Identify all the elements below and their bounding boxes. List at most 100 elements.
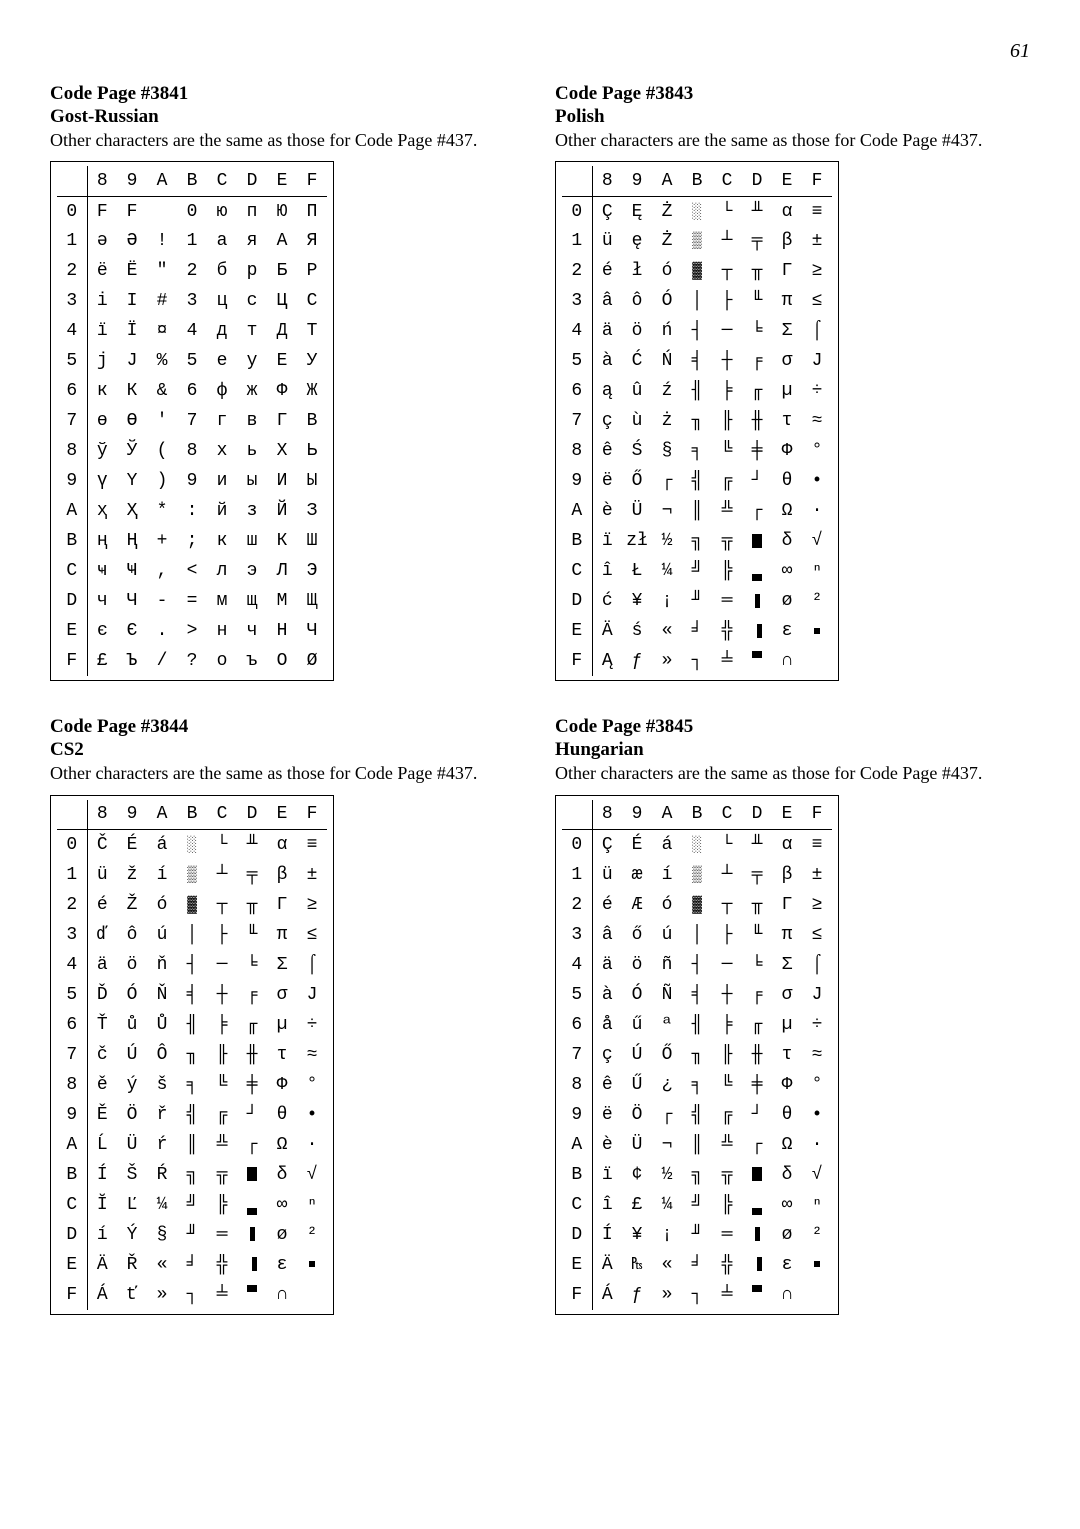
char-cell: Ъ bbox=[117, 646, 147, 676]
codepage-title: Code Page #3841 bbox=[50, 83, 525, 105]
codepage-table: 89ABCDEF0ČÉá░└╨α≡1üží▒┴╤β±2éŽó▓┬╥Γ≥3ďôú│… bbox=[57, 800, 327, 1310]
row-header: 7 bbox=[562, 1040, 592, 1070]
char-cell: Ĭ bbox=[87, 1190, 117, 1220]
char-cell: θ bbox=[772, 466, 802, 496]
char-cell: J bbox=[802, 980, 832, 1010]
char-cell: ▒ bbox=[682, 226, 712, 256]
char-cell: ŕ bbox=[147, 1130, 177, 1160]
codepage-table: 89ABCDEF0ÇĘŻ░└╨α≡1üęŻ▒┴╤β±2éłó▓┬╥Γ≥3âôÓ│… bbox=[562, 166, 832, 676]
char-cell: ы bbox=[237, 466, 267, 496]
char-cell: ╬ bbox=[712, 1250, 742, 1280]
char-cell: ю bbox=[207, 196, 237, 226]
char-cell: ╘ bbox=[237, 950, 267, 980]
row-header: 5 bbox=[57, 346, 87, 376]
char-cell: ╒ bbox=[237, 980, 267, 1010]
char-cell: ╗ bbox=[682, 526, 712, 556]
char-cell: ┘ bbox=[742, 466, 772, 496]
char-cell: ą bbox=[592, 376, 622, 406]
char-cell: Ú bbox=[622, 1040, 652, 1070]
char-cell: в bbox=[237, 406, 267, 436]
codepage-title: Code Page #3844 bbox=[50, 716, 525, 738]
char-cell: ╓ bbox=[742, 376, 772, 406]
char-cell: Б bbox=[267, 256, 297, 286]
char-cell: θ bbox=[267, 1100, 297, 1130]
char-cell: ░ bbox=[682, 830, 712, 860]
char-cell: т bbox=[237, 316, 267, 346]
row-header: 5 bbox=[562, 346, 592, 376]
char-cell: ╥ bbox=[742, 890, 772, 920]
codepage-table: 89ABCDEF0ÇÉá░└╨α≡1üæí▒┴╤β±2éÆó▓┬╥Γ≥3âőú│… bbox=[562, 800, 832, 1310]
row-header: 1 bbox=[57, 226, 87, 256]
char-cell: π bbox=[772, 286, 802, 316]
char-cell: ╩ bbox=[712, 1130, 742, 1160]
char-cell: j bbox=[87, 346, 117, 376]
char-cell: ╒ bbox=[742, 980, 772, 1010]
char-cell: К bbox=[117, 376, 147, 406]
char-cell: à bbox=[592, 346, 622, 376]
char-cell: Í bbox=[87, 1160, 117, 1190]
char-cell: ║ bbox=[682, 1130, 712, 1160]
char-cell: µ bbox=[772, 376, 802, 406]
char-cell: û bbox=[622, 376, 652, 406]
char-cell bbox=[742, 1160, 772, 1190]
char-cell: ┌ bbox=[742, 1130, 772, 1160]
char-cell bbox=[237, 1220, 267, 1250]
char-cell: ч bbox=[87, 586, 117, 616]
char-cell: ň bbox=[147, 950, 177, 980]
row-header: 2 bbox=[57, 890, 87, 920]
char-cell: ╚ bbox=[712, 1070, 742, 1100]
row-header: 0 bbox=[562, 830, 592, 860]
char-cell: ▓ bbox=[682, 256, 712, 286]
col-header: A bbox=[652, 166, 682, 196]
codepage-title: Code Page #3845 bbox=[555, 716, 1030, 738]
char-cell: ≡ bbox=[297, 830, 327, 860]
char-cell: ╪ bbox=[237, 1070, 267, 1100]
char-cell: Ï bbox=[117, 316, 147, 346]
char-cell: á bbox=[652, 830, 682, 860]
char-cell: Ü bbox=[117, 1130, 147, 1160]
char-cell: ┼ bbox=[712, 346, 742, 376]
char-cell: ä bbox=[592, 950, 622, 980]
char-cell: ╖ bbox=[682, 406, 712, 436]
char-cell: ó bbox=[147, 890, 177, 920]
row-header: F bbox=[562, 1280, 592, 1310]
char-cell: ¼ bbox=[652, 556, 682, 586]
char-cell: Ҳ bbox=[117, 496, 147, 526]
char-cell bbox=[802, 616, 832, 646]
char-cell: ç bbox=[592, 1040, 622, 1070]
char-cell: ± bbox=[802, 860, 832, 890]
char-cell: ╙ bbox=[237, 920, 267, 950]
char-cell: 1 bbox=[177, 226, 207, 256]
row-header: 6 bbox=[57, 1010, 87, 1040]
char-cell: ╡ bbox=[682, 346, 712, 376]
row-header: 9 bbox=[562, 466, 592, 496]
row-header: 8 bbox=[562, 436, 592, 466]
char-cell bbox=[742, 1220, 772, 1250]
char-cell: ü bbox=[592, 860, 622, 890]
char-cell: 2 bbox=[177, 256, 207, 286]
char-cell: ▒ bbox=[682, 860, 712, 890]
row-header: D bbox=[562, 586, 592, 616]
char-cell: ╙ bbox=[742, 920, 772, 950]
char-cell: ∞ bbox=[267, 1190, 297, 1220]
char-cell: ▓ bbox=[682, 890, 712, 920]
char-cell: ╘ bbox=[742, 950, 772, 980]
codepage-3845: Code Page #3845HungarianOther characters… bbox=[555, 716, 1030, 1319]
char-cell: г bbox=[207, 406, 237, 436]
char-cell: ├ bbox=[207, 920, 237, 950]
char-cell: ╤ bbox=[742, 226, 772, 256]
row-header: 4 bbox=[562, 316, 592, 346]
codepage-table-frame: 89ABCDEF0FF 0юпЮП1әӘ!1aяАЯ2ëË"2брБР3iI#3… bbox=[50, 161, 334, 681]
row-header: 0 bbox=[57, 830, 87, 860]
char-cell: ╥ bbox=[742, 256, 772, 286]
char-cell: a bbox=[207, 226, 237, 256]
char-cell: µ bbox=[267, 1010, 297, 1040]
char-cell: Φ bbox=[267, 1070, 297, 1100]
char-cell: > bbox=[177, 616, 207, 646]
row-header: 9 bbox=[57, 1100, 87, 1130]
row-header: 4 bbox=[57, 316, 87, 346]
char-cell: ° bbox=[802, 436, 832, 466]
char-cell: Ч bbox=[117, 586, 147, 616]
char-cell: ž bbox=[117, 860, 147, 890]
char-cell: ╡ bbox=[177, 980, 207, 1010]
